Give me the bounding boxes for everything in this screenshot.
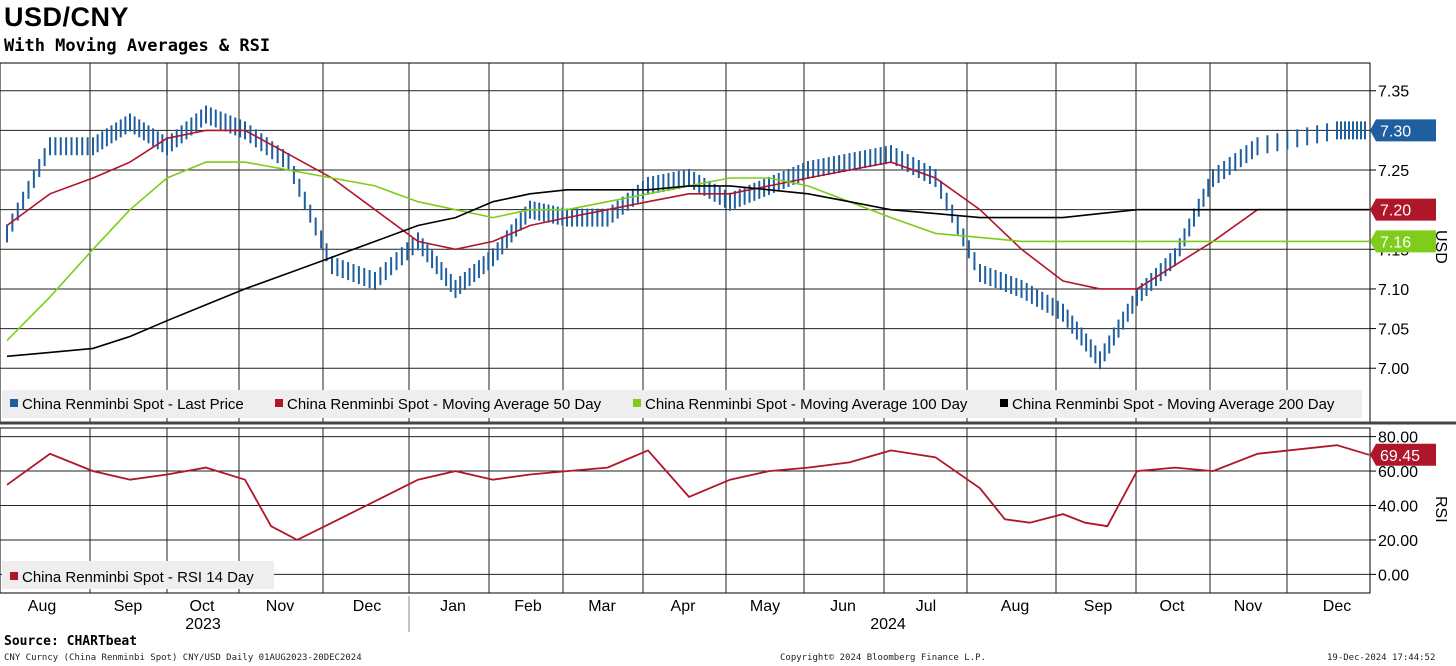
rsi-tick-label: 60.00: [1378, 464, 1418, 481]
x-tick-label: Sep: [1084, 598, 1113, 615]
rsi-tick-label: 40.00: [1378, 499, 1418, 516]
grid: [0, 62, 1456, 594]
legend-swatch: [1000, 399, 1008, 407]
flag-rsi: [1370, 443, 1436, 466]
series-line-moving-average-100-day: [6, 161, 1369, 342]
y-axis-labels: 7.357.307.257.207.157.107.057.0080.0060.…: [1378, 84, 1449, 585]
x-tick-label: Dec: [1323, 598, 1351, 615]
chart-title: USD/CNY: [4, 2, 130, 32]
series-layer: [6, 105, 1370, 541]
flag-rsi-label: 69.45: [1380, 448, 1420, 465]
x-tick-label: Feb: [514, 598, 542, 615]
legend-label: China Renminbi Spot - Last Price: [22, 396, 244, 413]
y-tick-label: 7.00: [1378, 361, 1409, 378]
flag-last-price: [1370, 119, 1436, 142]
legend-swatch: [275, 399, 283, 407]
year-label: 2024: [870, 616, 906, 633]
footer-left: CNY Curncy (China Renminbi Spot) CNY/USD…: [4, 653, 362, 663]
flag-ma50: [1370, 198, 1436, 221]
x-tick-label: Jun: [830, 598, 856, 615]
rsi-panel-frame: [0, 427, 1371, 594]
x-tick-label: Mar: [588, 598, 616, 615]
flag-ma100-label: 7.16: [1380, 234, 1411, 251]
legend-label: China Renminbi Spot - Moving Average 50 …: [287, 396, 602, 413]
x-tick-label: Aug: [28, 598, 56, 615]
x-tick-label: Jan: [440, 598, 466, 615]
flag-ma100: [1370, 230, 1436, 253]
rsi-tick-label: 20.00: [1378, 533, 1418, 550]
legend-box: [2, 390, 1362, 418]
rsi-tick-label: 80.00: [1378, 430, 1418, 447]
legends: China Renminbi Spot - Last Price China Re…: [2, 390, 1362, 589]
year-label: 2023: [185, 616, 221, 633]
x-tick-label: Dec: [353, 598, 381, 615]
y-tick-label: 7.05: [1378, 322, 1409, 339]
rsi-tick-label: 0.00: [1378, 567, 1409, 584]
x-tick-label: Sep: [114, 598, 143, 615]
x-axis-labels: Aug Sep Oct Nov Dec Jan Feb Mar Apr May Jun Jul Aug S…: [28, 596, 1351, 633]
footer-center: Copyright© 2024 Bloomberg Finance L.P.: [780, 653, 986, 663]
x-tick-label: Nov: [266, 598, 294, 615]
x-tick-label: Jul: [916, 598, 936, 615]
x-tick-label: Nov: [1234, 598, 1262, 615]
legend-label: China Renminbi Spot - Moving Average 200…: [1012, 396, 1335, 413]
series-line-moving-average-50-day: [6, 129, 1369, 290]
y-tick-label: 7.10: [1378, 282, 1409, 299]
source-note: Source: CHARTbeat: [4, 634, 138, 649]
flag-last-price-label: 7.30: [1380, 123, 1411, 140]
legend-swatch: [633, 399, 641, 407]
series-line-moving-average-200-day: [6, 185, 1369, 358]
rsi-line: [6, 444, 1370, 541]
y-tick-label: 7.25: [1378, 163, 1409, 180]
legend-swatch: [10, 572, 18, 580]
x-tick-label: Apr: [671, 598, 697, 615]
legend-swatch: [10, 399, 18, 407]
x-tick-label: May: [750, 598, 780, 615]
rsi-axis-title: RSI: [1432, 496, 1449, 523]
footer-right: 19-Dec-2024 17:44:52: [1327, 653, 1436, 663]
x-tick-label: Aug: [1001, 598, 1029, 615]
chart-subtitle: With Moving Averages & RSI: [4, 36, 271, 56]
legend-label: China Renminbi Spot - Moving Average 100…: [645, 396, 968, 413]
y-axis-title: USD: [1432, 230, 1449, 264]
value-flags: 7.30 7.20 7.16 69.45: [1370, 119, 1436, 466]
x-tick-label: Oct: [1160, 598, 1185, 615]
flag-ma50-label: 7.20: [1380, 203, 1411, 220]
x-tick-label: Oct: [190, 598, 215, 615]
legend-label: China Renminbi Spot - RSI 14 Day: [22, 569, 254, 586]
rsi-legend-box: [2, 561, 274, 589]
y-tick-label: 7.35: [1378, 84, 1409, 101]
